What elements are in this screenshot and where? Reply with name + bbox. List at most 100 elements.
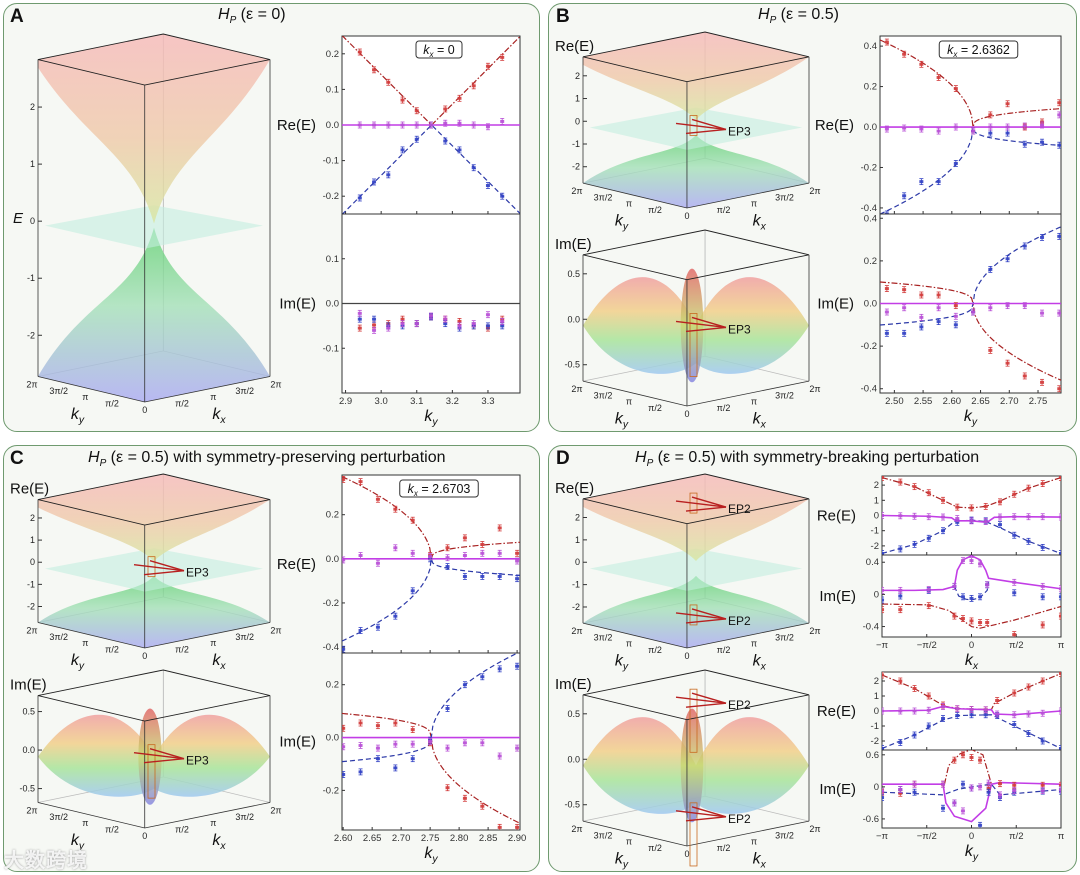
- kx-axis-label: kx: [212, 406, 226, 426]
- marker: [941, 782, 946, 786]
- data-point-red: [445, 784, 450, 792]
- data-point-red: [515, 823, 520, 830]
- marker: [1022, 124, 1027, 128]
- data-point-magenta: [941, 513, 946, 521]
- data-point-magenta: [969, 557, 974, 565]
- marker: [1005, 361, 1010, 365]
- kx-tick-label: π: [751, 199, 757, 209]
- data-point-magenta: [898, 512, 903, 520]
- marker: [410, 742, 415, 746]
- marker: [1026, 685, 1031, 689]
- ky-tick-label: π: [626, 837, 632, 847]
- marker: [1012, 533, 1017, 537]
- y-tick-label: -0.1: [323, 156, 339, 167]
- marker: [480, 551, 485, 555]
- data-point-red: [500, 53, 505, 61]
- data-point-magenta: [445, 554, 450, 562]
- marker: [414, 322, 419, 326]
- data-point-magenta: [898, 586, 903, 594]
- ky-tick-label: π: [82, 392, 88, 402]
- data-point-red: [1040, 621, 1045, 629]
- plot-area: [882, 672, 1061, 750]
- marker: [414, 109, 419, 113]
- data-point-blue: [1022, 140, 1027, 148]
- plot-area: [342, 476, 520, 653]
- x-tick-label: 2.80: [450, 833, 469, 844]
- marker: [941, 515, 946, 519]
- marker: [988, 267, 993, 271]
- marker: [882, 551, 885, 555]
- marker: [1058, 709, 1061, 713]
- data-point-magenta: [515, 557, 520, 565]
- kx-tick-label: 3π/2: [775, 632, 794, 642]
- marker: [882, 796, 885, 800]
- data-point-blue: [485, 182, 490, 189]
- marker: [1040, 584, 1045, 588]
- x-tick-label: 0: [969, 640, 974, 651]
- data-point-magenta: [995, 710, 1000, 718]
- kx-tick-label: π: [751, 837, 757, 847]
- y-axis-label: Re(E): [817, 703, 856, 720]
- marker: [912, 733, 917, 737]
- plot-area: [882, 750, 1061, 828]
- marker: [898, 547, 903, 551]
- z-tick-label: 0.5: [567, 709, 580, 719]
- z-tick-label: -2: [27, 330, 35, 340]
- marker: [969, 786, 974, 790]
- ky-tick-label: π/2: [648, 843, 662, 853]
- data-point-blue: [882, 745, 885, 750]
- plot-D-im-kx: 0.4 0 -0.4 −π −π/2 0 π/2 π Im(E): [819, 554, 1065, 651]
- plot-area: [880, 38, 1061, 214]
- marker: [952, 801, 957, 805]
- data-point-magenta: [1022, 302, 1027, 310]
- ep-marker: EP3: [675, 115, 751, 138]
- x-tick-label: 0: [969, 831, 974, 842]
- ky-axis-label: ky: [71, 406, 85, 426]
- data-point-magenta: [955, 515, 960, 522]
- kx-tick-label: 3π/2: [235, 632, 254, 642]
- marker: [485, 313, 490, 317]
- data-point-magenta: [1058, 707, 1061, 715]
- ky-axis-label: ky: [71, 832, 85, 852]
- data-point-magenta: [342, 556, 346, 564]
- y-tick-label: -0.2: [323, 598, 339, 609]
- data-point-blue: [1058, 550, 1061, 555]
- data-point-blue: [884, 329, 889, 337]
- data-point-magenta: [960, 807, 965, 815]
- kx-tick-label: π/2: [717, 843, 731, 853]
- marker: [357, 326, 362, 330]
- marker: [1058, 551, 1061, 555]
- x-axis-label: ky: [965, 843, 979, 863]
- marker: [971, 129, 976, 133]
- data-point-red: [978, 619, 983, 626]
- data-point-magenta: [926, 513, 931, 521]
- marker: [443, 317, 448, 321]
- marker: [926, 588, 931, 592]
- data-point-magenta: [882, 707, 885, 715]
- data-point-blue: [1026, 537, 1031, 545]
- data-point-magenta: [960, 557, 965, 565]
- panel-title-b: HP (ε = 0.5): [758, 6, 839, 26]
- box-edge-bottom: [582, 182, 810, 209]
- data-point-red: [342, 476, 346, 483]
- marker: [1058, 783, 1061, 787]
- curve-red: [880, 281, 1061, 381]
- kx-axis-label: kx: [212, 652, 226, 672]
- surface-plot-C-re3d: 2 1 0 -1 -2 Re(E) 2π 3π/2 π π/2 0 π/2 π 3π/2 2π EP3: [10, 473, 282, 661]
- ep-arrow-icon: [149, 747, 185, 760]
- ky-tick-label: 0: [684, 211, 689, 221]
- marker: [1040, 140, 1045, 144]
- kx-annotation-box: [415, 40, 463, 59]
- marker: [400, 317, 405, 321]
- marker: [480, 741, 485, 745]
- data-point-blue: [1040, 593, 1045, 601]
- y-tick-label: -0.2: [861, 341, 877, 352]
- data-point-red: [926, 692, 931, 700]
- data-point-red: [1057, 99, 1061, 107]
- data-point-magenta: [926, 586, 931, 593]
- marker: [457, 319, 462, 323]
- y-tick-label: 0.2: [326, 680, 339, 691]
- data-point-red: [375, 495, 380, 503]
- data-point-blue: [414, 135, 419, 143]
- marker: [1040, 595, 1045, 599]
